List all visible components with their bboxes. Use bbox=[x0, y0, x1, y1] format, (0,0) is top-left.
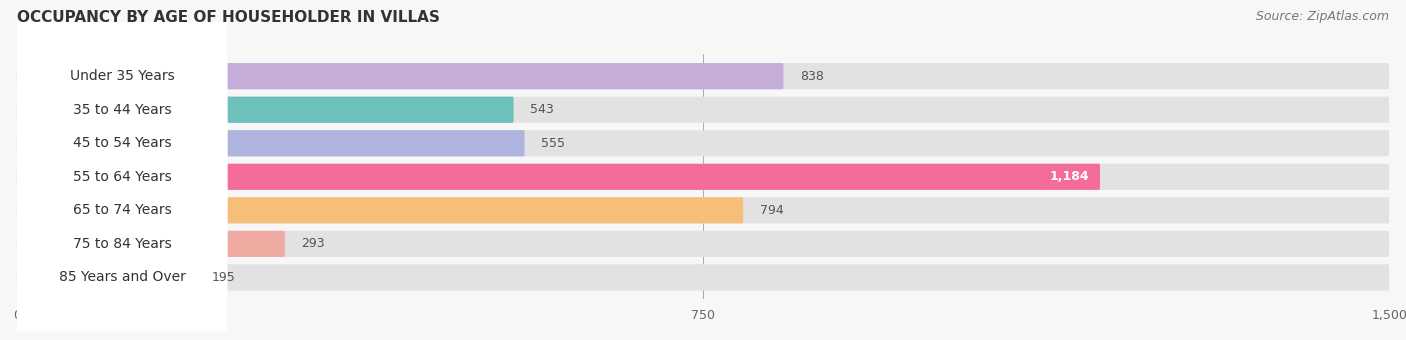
Text: OCCUPANCY BY AGE OF HOUSEHOLDER IN VILLAS: OCCUPANCY BY AGE OF HOUSEHOLDER IN VILLA… bbox=[17, 10, 440, 25]
FancyBboxPatch shape bbox=[17, 214, 228, 340]
FancyBboxPatch shape bbox=[17, 97, 513, 123]
FancyBboxPatch shape bbox=[17, 231, 285, 257]
Text: 838: 838 bbox=[800, 70, 824, 83]
FancyBboxPatch shape bbox=[17, 264, 195, 290]
Text: 555: 555 bbox=[541, 137, 565, 150]
FancyBboxPatch shape bbox=[17, 13, 228, 140]
Text: 543: 543 bbox=[530, 103, 554, 116]
FancyBboxPatch shape bbox=[17, 80, 228, 207]
Text: 75 to 84 Years: 75 to 84 Years bbox=[73, 237, 172, 251]
FancyBboxPatch shape bbox=[17, 63, 1389, 89]
FancyBboxPatch shape bbox=[17, 181, 228, 307]
FancyBboxPatch shape bbox=[17, 164, 1099, 190]
FancyBboxPatch shape bbox=[17, 147, 228, 274]
FancyBboxPatch shape bbox=[17, 231, 1389, 257]
FancyBboxPatch shape bbox=[17, 97, 1389, 123]
Text: 1,184: 1,184 bbox=[1049, 170, 1090, 183]
Text: Source: ZipAtlas.com: Source: ZipAtlas.com bbox=[1256, 10, 1389, 23]
FancyBboxPatch shape bbox=[17, 164, 1389, 190]
Text: 85 Years and Over: 85 Years and Over bbox=[59, 270, 186, 284]
FancyBboxPatch shape bbox=[17, 264, 1389, 290]
Text: 55 to 64 Years: 55 to 64 Years bbox=[73, 170, 172, 184]
FancyBboxPatch shape bbox=[17, 130, 524, 156]
Text: 794: 794 bbox=[759, 204, 783, 217]
Text: 195: 195 bbox=[212, 271, 235, 284]
FancyBboxPatch shape bbox=[17, 114, 228, 240]
FancyBboxPatch shape bbox=[17, 130, 1389, 156]
Text: 65 to 74 Years: 65 to 74 Years bbox=[73, 203, 172, 217]
Text: 45 to 54 Years: 45 to 54 Years bbox=[73, 136, 172, 150]
FancyBboxPatch shape bbox=[17, 46, 228, 173]
FancyBboxPatch shape bbox=[17, 197, 1389, 223]
FancyBboxPatch shape bbox=[17, 63, 783, 89]
Text: Under 35 Years: Under 35 Years bbox=[70, 69, 174, 83]
Text: 293: 293 bbox=[301, 237, 325, 250]
Text: 35 to 44 Years: 35 to 44 Years bbox=[73, 103, 172, 117]
FancyBboxPatch shape bbox=[17, 197, 744, 223]
